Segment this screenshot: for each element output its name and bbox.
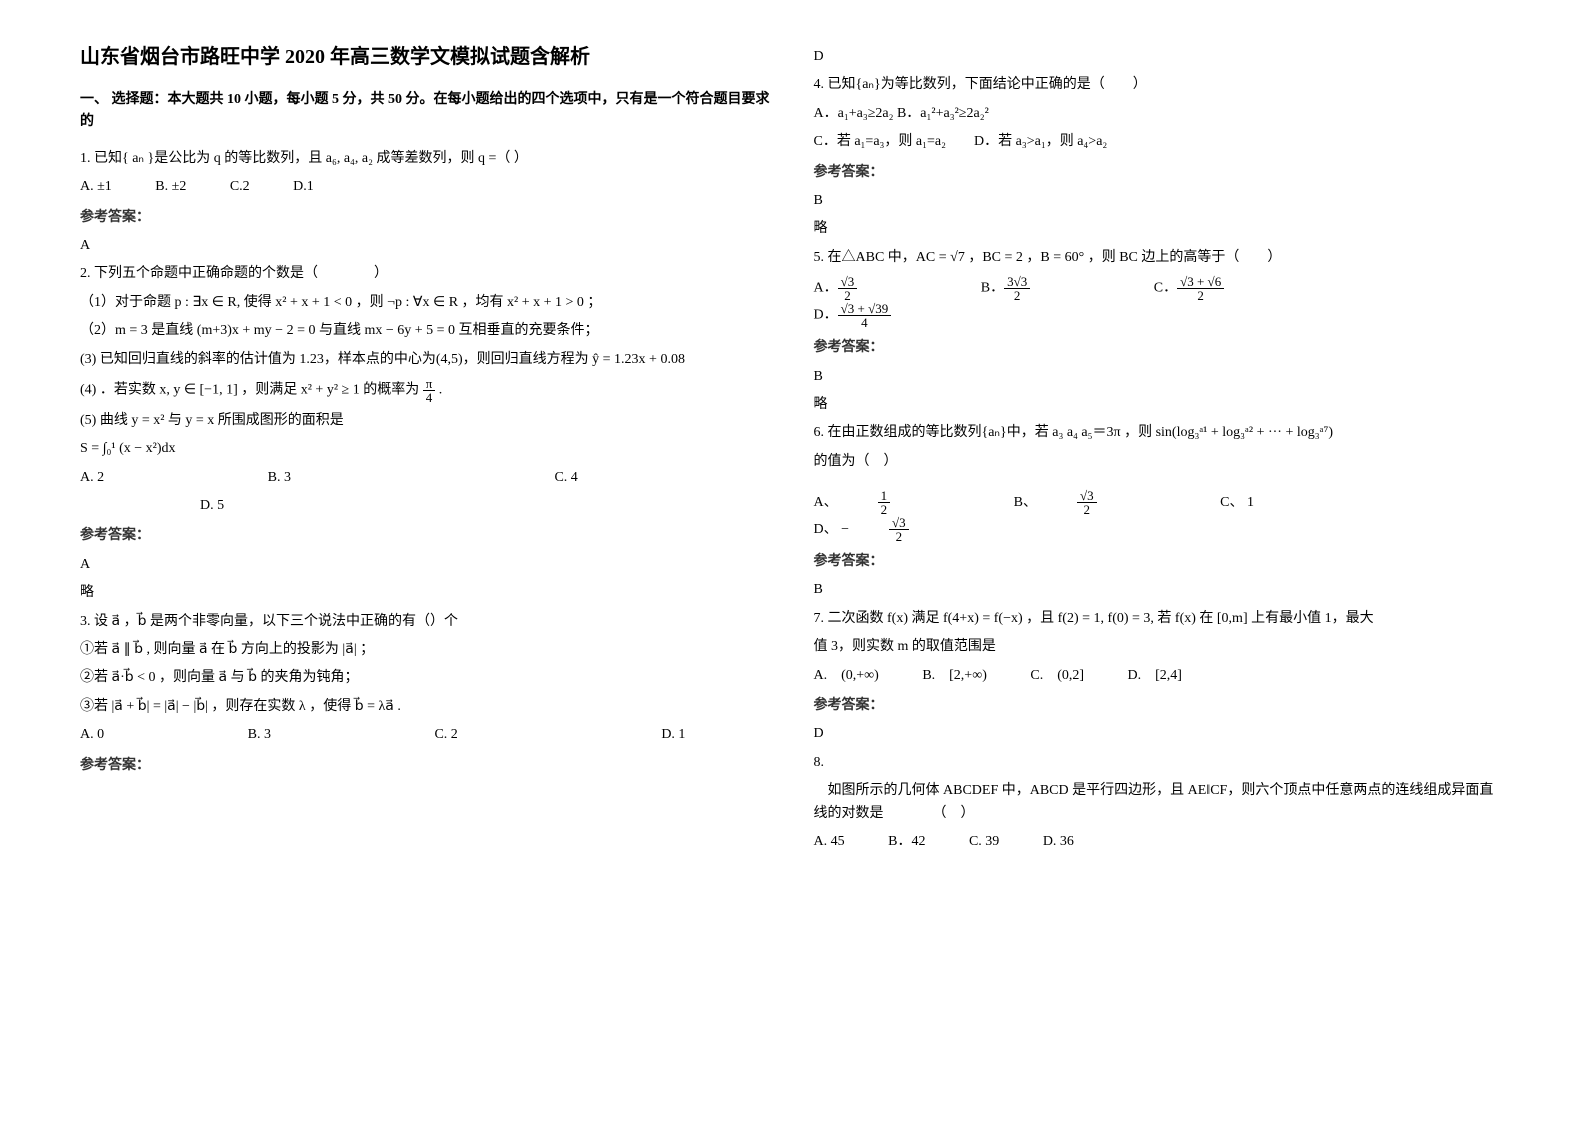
section-heading: 一、 选择题：本大题共 10 小题，每小题 5 分，共 50 分。在每小题给出的…	[80, 89, 774, 134]
q2-line4-text: (4) ．若实数 x, y ∈ [−1, 1] ，则满足 x² + y² ≥ 1…	[80, 383, 419, 398]
q2-note: 略	[80, 582, 774, 604]
page-title: 山东省烟台市路旺中学 2020 年高三数学文模拟试题含解析	[80, 40, 774, 69]
q7-optD: D. [2,4]	[1128, 665, 1182, 687]
q2-optD: D. 5	[200, 495, 224, 517]
q8-optC: C. 39	[969, 831, 999, 853]
q1-optA: A. ±1	[80, 176, 112, 198]
q6-optA: A、12	[814, 489, 971, 516]
q1-answer: A	[80, 235, 774, 257]
q2-line4: (4) ．若实数 x, y ∈ [−1, 1] ，则满足 x² + y² ≥ 1…	[80, 377, 774, 404]
q3-options: A. 0 B. 3 C. 2 D. 1	[80, 724, 774, 746]
q7-optA: A. (0,+∞)	[814, 665, 879, 687]
q6-optD: D、 −√32	[814, 516, 989, 543]
q7-stem2: 值 3，则实数 m 的取值范围是	[814, 636, 1508, 658]
q8-optB: B．42	[888, 831, 925, 853]
q5-answer-label: 参考答案：	[814, 337, 1508, 359]
q3-optC: C. 2	[434, 724, 457, 746]
q5-optB: B．3√32	[981, 275, 1110, 302]
q1-optD: D.1	[293, 176, 314, 198]
q4-answer-label: 参考答案：	[814, 162, 1508, 184]
q6-optD-pre: D、 −	[814, 519, 850, 541]
q1-optB: B. ±2	[155, 176, 186, 198]
q4-answer: B	[814, 190, 1508, 212]
q4-lineA: A．a₁+a₃≥2a₂ B．a₁²+a₃²≥2a₂²	[814, 103, 1508, 125]
q2-line5: (5) 曲线 y = x² 与 y = x 所围成图形的面积是	[80, 410, 774, 432]
q2-answer-label: 参考答案：	[80, 525, 774, 547]
q2-stem: 2. 下列五个命题中正确命题的个数是（ ）	[80, 263, 774, 285]
q2-options-row1: A. 2 B. 3 C. 4	[80, 467, 774, 489]
q1-answer-label: 参考答案：	[80, 207, 774, 229]
q7-answer-label: 参考答案：	[814, 695, 1508, 717]
q3-line3: ③若 |a⃗ + b⃗| = |a⃗| − |b⃗| ，则存在实数 λ ，使得 …	[80, 696, 774, 718]
q7-options: A. (0,+∞) B. [2,+∞) C. (0,2] D. [2,4]	[814, 665, 1508, 687]
q2-answer: A	[80, 554, 774, 576]
q5-options: A．√32 B．3√32 C．√3 + √62 D．√3 + √394	[814, 275, 1508, 329]
q7-optC: C. (0,2]	[1030, 665, 1084, 687]
q2-line3: (3) 已知回归直线的斜率的估计值为 1.23，样本点的中心为(4,5)，则回归…	[80, 349, 774, 371]
q3-answer: D	[814, 46, 1508, 68]
q3-line1: ①若 a⃗ ∥ b⃗ , 则向量 a⃗ 在 b⃗ 方向上的投影为 |a⃗| ；	[80, 639, 774, 661]
q7-optB: B. [2,+∞)	[922, 665, 987, 687]
q1-stem: 1. 已知{ aₙ }是公比为 q 的等比数列，且 a₆, a₄, a₂ 成等差…	[80, 148, 774, 170]
q3-optA: A. 0	[80, 724, 104, 746]
q2-optC: C. 4	[554, 467, 577, 489]
q2-line6: S = ∫₀¹ (x − x²)dx	[80, 438, 774, 460]
q4-note: 略	[814, 218, 1508, 240]
q2-line2: （2）m = 3 是直线 (m+3)x + my − 2 = 0 与直线 mx …	[80, 320, 774, 342]
q3-line2: ②若 a⃗·b⃗ < 0 ，则向量 a⃗ 与 b⃗ 的夹角为钝角；	[80, 667, 774, 689]
q6-optC: C、 1	[1220, 492, 1254, 514]
q5-optA: A．√32	[814, 275, 938, 302]
q8-num: 8.	[814, 752, 1508, 774]
q5-note: 略	[814, 394, 1508, 416]
q8-stem: 如图所示的几何体 ABCDEF 中，ABCD 是平行四边形，且 AE‖CF，则六…	[814, 780, 1508, 825]
q6-optB: B、√32	[1014, 489, 1177, 516]
q1-optC: C.2	[230, 176, 250, 198]
q4-stem: 4. 已知{aₙ}为等比数列，下面结论中正确的是（ ）	[814, 74, 1508, 96]
q6-optB-pre: B、	[1014, 492, 1037, 514]
q6-answer-label: 参考答案：	[814, 551, 1508, 573]
q5-answer: B	[814, 366, 1508, 388]
q3-stem: 3. 设 a⃗ ，b⃗ 是两个非零向量，以下三个说法中正确的有（）个	[80, 611, 774, 633]
q5-optC: C．√3 + √62	[1154, 275, 1304, 302]
q2-optA: A. 2	[80, 467, 104, 489]
q4-lineC: C．若 a₁=a₃，则 a₁=a₂ D．若 a₃>a₁，则 a₄>a₂	[814, 131, 1508, 153]
q7-answer: D	[814, 723, 1508, 745]
q8-options: A. 45 B．42 C. 39 D. 36	[814, 831, 1508, 853]
q6-stem: 6. 在由正数组成的等比数列{aₙ}中，若 a₃ a₄ a₅＝3π ，则 sin…	[814, 422, 1508, 444]
q7-stem: 7. 二次函数 f(x) 满足 f(4+x) = f(−x) ，且 f(2) =…	[814, 608, 1508, 630]
q3-optD: D. 1	[661, 724, 685, 746]
q2-line4-frac: π4	[423, 377, 436, 404]
q2-options-row2: D. 5	[80, 495, 774, 517]
q2-line1: （1）对于命题 p : ∃x ∈ R, 使得 x² + x + 1 < 0 ，则…	[80, 292, 774, 314]
q6-optA-pre: A、	[814, 492, 838, 514]
q8-optA: A. 45	[814, 831, 845, 853]
q1-options: A. ±1 B. ±2 C.2 D.1	[80, 176, 774, 198]
q3-answer-label: 参考答案：	[80, 755, 774, 777]
q8-optD: D. 36	[1043, 831, 1074, 853]
q6-answer: B	[814, 579, 1508, 601]
q2-optB: B. 3	[268, 467, 291, 489]
q5-optD: D．√3 + √394	[814, 302, 972, 329]
q5-stem: 5. 在△ABC 中，AC = √7 ，BC = 2 ，B = 60° ，则 B…	[814, 247, 1508, 269]
q6-stem2: 的值为（ ）	[814, 451, 1508, 473]
q6-options: A、12 B、√32 C、 1 D、 −√32	[814, 489, 1508, 543]
q3-optB: B. 3	[248, 724, 271, 746]
